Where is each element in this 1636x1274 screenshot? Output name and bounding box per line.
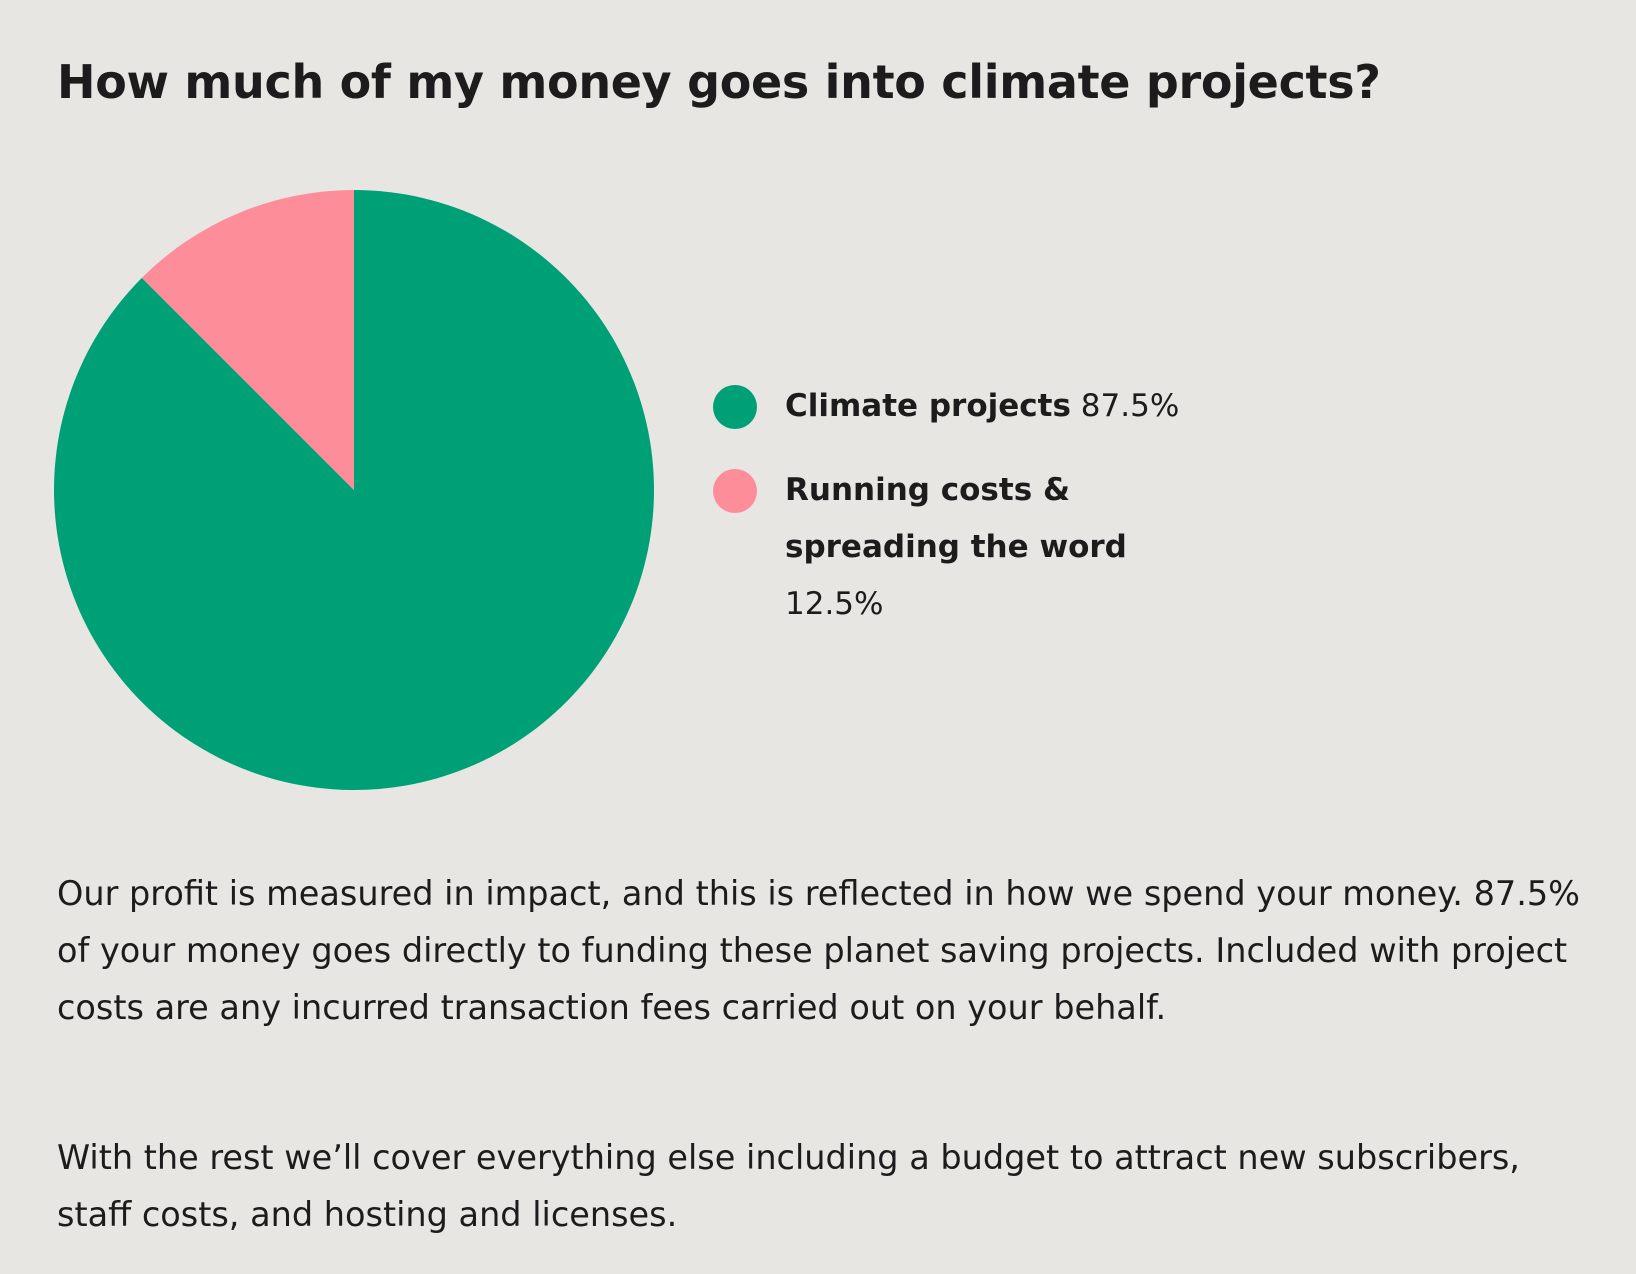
pie-chart bbox=[54, 190, 655, 790]
chart-legend: Climate projects 87.5% Running costs & s… bbox=[713, 378, 1233, 660]
legend-label-climate-projects: Climate projects bbox=[785, 388, 1071, 424]
legend-item-running-costs: Running costs & spreading the word 12.5% bbox=[713, 462, 1233, 633]
page-title: How much of my money goes into climate p… bbox=[57, 55, 1381, 109]
body-paragraph-rest: With the rest we’ll cover everything els… bbox=[57, 1138, 1520, 1234]
pie-slice-running-costs-spreading-the-word bbox=[141, 190, 354, 490]
legend-swatch-running-costs bbox=[713, 469, 757, 513]
legend-item-climate-projects: Climate projects 87.5% bbox=[713, 378, 1233, 435]
legend-swatch-climate-projects bbox=[713, 385, 757, 429]
legend-value-climate-projects: 87.5% bbox=[1080, 388, 1180, 424]
legend-label-running-costs: Running costs & spreading the word bbox=[785, 472, 1127, 565]
body-paragraph-profit: Our profit is measured in impact, and th… bbox=[57, 874, 1581, 1027]
legend-value-running-costs: 12.5% bbox=[785, 586, 884, 622]
